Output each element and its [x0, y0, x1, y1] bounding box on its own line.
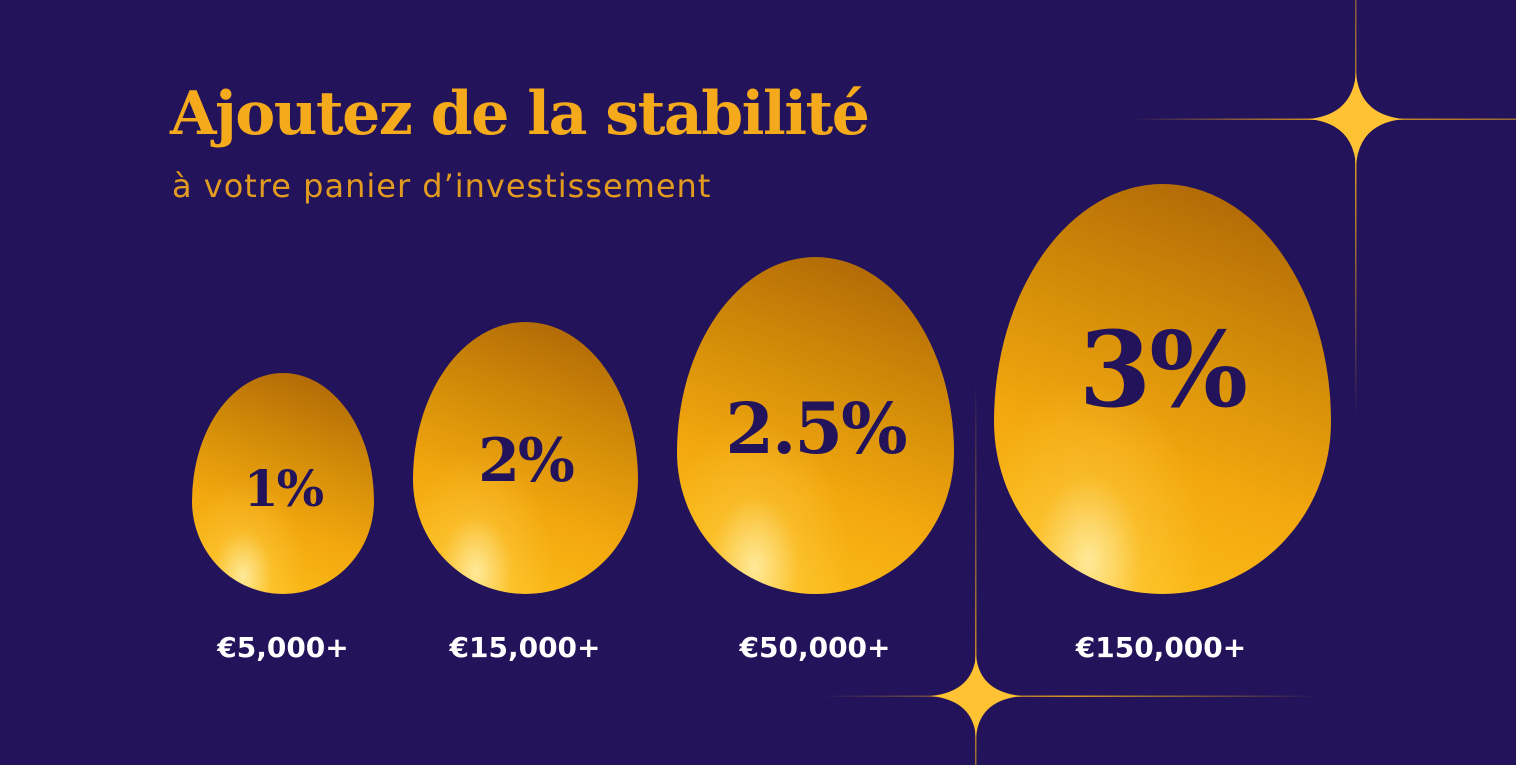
rate-label: 1%: [243, 459, 324, 518]
egg-tier-1: 1%: [192, 373, 374, 594]
egg-tier-3: 2.5%: [677, 257, 954, 594]
egg-tier-4: 3%: [994, 184, 1331, 594]
amount-label: €5,000+: [217, 631, 349, 664]
guide-line: [820, 695, 1320, 697]
amount-label: €15,000+: [449, 631, 601, 664]
guide-line: [1355, 0, 1357, 420]
rate-label: 2%: [478, 426, 575, 496]
amount-label: €50,000+: [739, 631, 891, 664]
rate-label: 3%: [1078, 307, 1248, 431]
rate-label: 2.5%: [725, 387, 907, 470]
egg-tier-2: 2%: [413, 322, 638, 594]
page-title: Ajoutez de la stabilité: [170, 79, 870, 149]
guide-line: [975, 380, 977, 765]
page-subtitle: à votre panier d’investissement: [172, 167, 712, 205]
sparkle-icon: [930, 654, 1022, 738]
sparkle-icon: [1308, 72, 1404, 166]
amount-label: €150,000+: [1075, 631, 1247, 664]
